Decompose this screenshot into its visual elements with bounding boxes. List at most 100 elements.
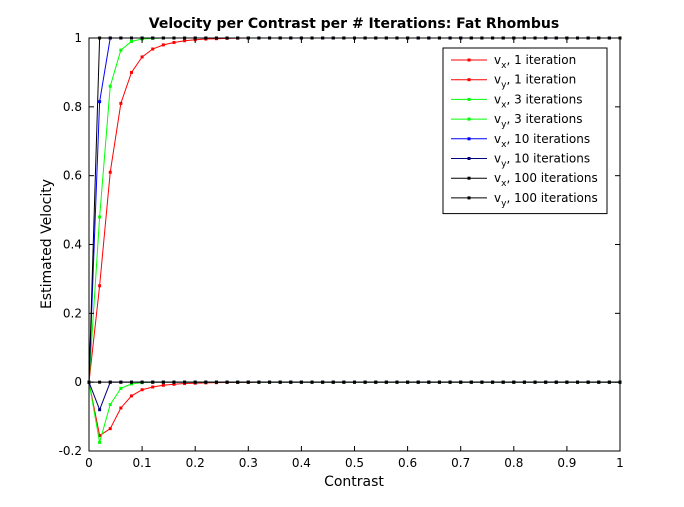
- data-point: [172, 382, 176, 386]
- data-point: [437, 380, 441, 384]
- data-point: [512, 380, 516, 384]
- data-point: [299, 380, 303, 384]
- data-point: [172, 380, 176, 384]
- data-point: [246, 380, 250, 384]
- data-point: [607, 380, 611, 384]
- data-point: [491, 380, 495, 384]
- data-point: [363, 380, 367, 384]
- data-point: [374, 380, 378, 384]
- legend-entry: vy, 3 iterations: [451, 112, 582, 130]
- data-point: [586, 380, 590, 384]
- data-point: [98, 284, 102, 288]
- data-point: [342, 380, 346, 384]
- data-point: [448, 380, 452, 384]
- y-tick-label: 0.6: [63, 169, 82, 183]
- x-tick-label: 0.8: [504, 456, 523, 470]
- data-point: [544, 380, 548, 384]
- data-point: [236, 380, 240, 384]
- legend-entry: vy, 1 iteration: [451, 73, 576, 91]
- data-point: [257, 380, 261, 384]
- legend-label: vx, 1 iteration: [494, 53, 576, 71]
- data-point: [406, 380, 410, 384]
- data-point: [161, 43, 165, 47]
- data-point: [129, 39, 133, 43]
- legend-marker: [467, 137, 471, 141]
- legend-marker: [467, 157, 471, 160]
- data-point: [183, 39, 187, 43]
- y-tick-label: 0: [74, 375, 82, 389]
- data-point: [108, 380, 112, 384]
- legend-entry: vy, 10 iterations: [451, 152, 590, 170]
- legend-label: vy, 3 iterations: [494, 112, 582, 130]
- data-point: [321, 380, 325, 384]
- legend-label: vy, 1 iteration: [494, 73, 576, 91]
- data-point: [289, 380, 293, 384]
- data-point: [522, 380, 526, 384]
- data-point: [310, 380, 314, 384]
- x-tick-label: 0.6: [398, 456, 417, 470]
- legend-entry: vx, 1 iteration: [451, 53, 576, 71]
- x-tick-label: 0.4: [292, 456, 311, 470]
- data-point: [151, 385, 155, 389]
- legend-entry: vx, 100 iterations: [451, 171, 598, 189]
- data-point: [108, 170, 112, 174]
- data-point: [193, 380, 197, 384]
- data-point: [119, 406, 123, 410]
- chart-title: Velocity per Contrast per # Iterations: …: [149, 16, 559, 32]
- series-7: [87, 380, 622, 384]
- legend-marker: [467, 58, 471, 62]
- data-point: [108, 403, 112, 407]
- y-tick-label: -0.2: [59, 444, 82, 458]
- data-point: [98, 434, 102, 438]
- data-point: [108, 427, 112, 431]
- data-point: [214, 380, 218, 384]
- legend-entry: vy, 100 iterations: [451, 191, 598, 209]
- data-point: [119, 386, 123, 390]
- data-point: [480, 380, 484, 384]
- x-tick-label: 0.2: [186, 456, 205, 470]
- data-point: [278, 380, 282, 384]
- data-point: [98, 215, 102, 219]
- data-point: [384, 380, 388, 384]
- x-tick-label: 0: [85, 456, 93, 470]
- y-axis-label: Estimated Velocity: [39, 179, 55, 309]
- data-point: [119, 101, 123, 105]
- legend-label: vy, 100 iterations: [494, 191, 598, 209]
- y-tick-label: 0.8: [63, 100, 82, 114]
- data-point: [98, 440, 102, 444]
- data-point: [204, 380, 208, 384]
- data-point: [98, 380, 102, 384]
- x-tick-label: 0.7: [451, 456, 470, 470]
- data-point: [129, 382, 133, 386]
- data-point: [151, 47, 155, 51]
- x-tick-label: 1: [616, 456, 624, 470]
- data-point: [129, 380, 133, 384]
- data-point: [225, 380, 229, 384]
- legend-marker: [467, 117, 471, 121]
- data-point: [119, 380, 123, 384]
- data-point: [129, 394, 133, 398]
- data-point: [501, 380, 505, 384]
- data-point: [554, 380, 558, 384]
- legend-label: vx, 3 iterations: [494, 92, 582, 110]
- data-point: [98, 408, 102, 412]
- y-tick-label: 0.4: [63, 238, 82, 252]
- data-point: [129, 70, 133, 74]
- data-point: [119, 48, 123, 52]
- data-point: [533, 380, 537, 384]
- data-point: [353, 380, 356, 384]
- x-tick-label: 0.9: [557, 456, 576, 470]
- legend-label: vx, 10 iterations: [494, 132, 590, 150]
- data-point: [140, 55, 144, 59]
- y-tick-label: 0.2: [63, 306, 82, 320]
- legend-label: vx, 100 iterations: [494, 171, 598, 189]
- data-point: [161, 380, 165, 384]
- x-tick-label: 0.1: [133, 456, 152, 470]
- x-tick-label: 0.3: [239, 456, 258, 470]
- data-point: [565, 380, 569, 384]
- data-point: [459, 380, 463, 384]
- data-point: [469, 380, 473, 384]
- legend-marker: [467, 196, 471, 200]
- legend-label: vy, 10 iterations: [494, 152, 590, 170]
